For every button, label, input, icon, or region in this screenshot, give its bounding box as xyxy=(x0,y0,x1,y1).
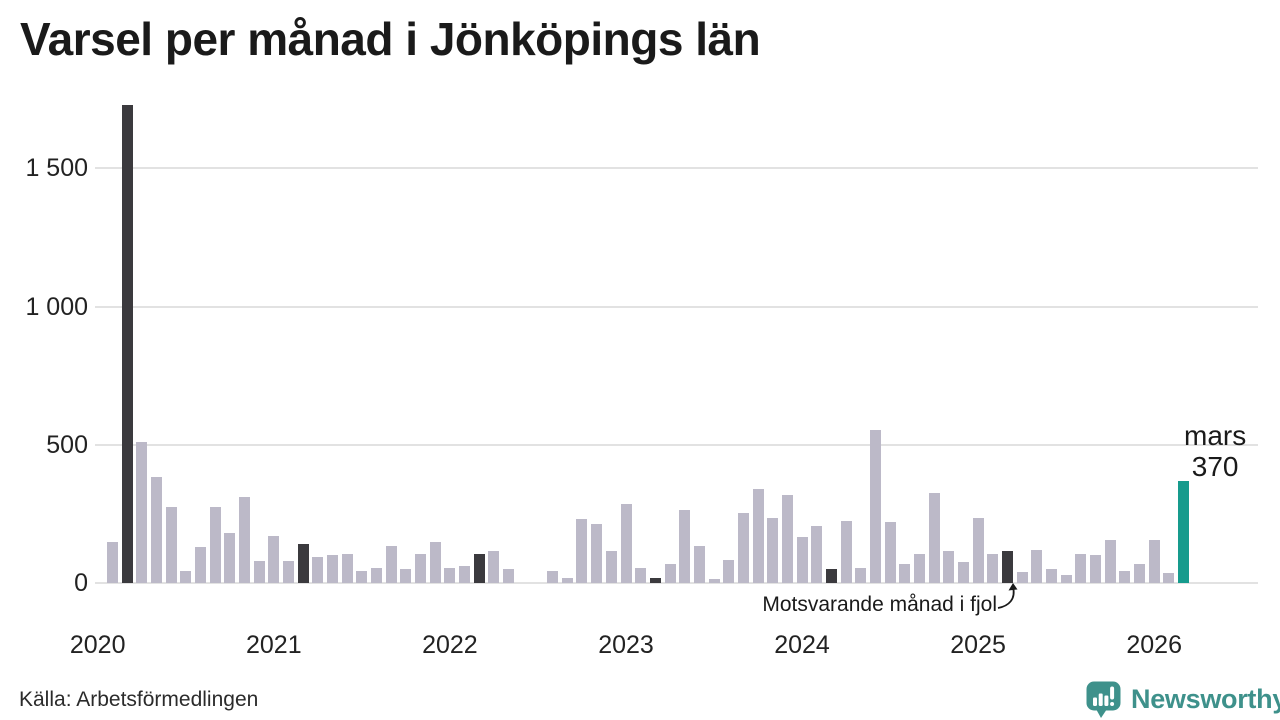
bar xyxy=(1016,571,1028,583)
bar xyxy=(312,556,324,583)
bar xyxy=(341,554,353,583)
gridline xyxy=(95,582,1258,584)
bar xyxy=(928,493,940,583)
x-axis-year-label: 2020 xyxy=(69,631,126,659)
bar xyxy=(737,512,749,583)
x-axis-year-label: 2022 xyxy=(422,631,478,659)
bar xyxy=(136,442,148,583)
bar xyxy=(825,569,837,583)
bar xyxy=(811,526,823,583)
bar xyxy=(943,551,955,583)
highlight-month-label: mars xyxy=(1184,420,1247,451)
bar xyxy=(283,560,294,583)
bar xyxy=(884,522,896,583)
bar xyxy=(1075,554,1087,583)
bar xyxy=(371,567,382,583)
highlight-label: mars 370 xyxy=(1184,420,1246,482)
x-axis-year-label: 2025 xyxy=(950,631,1006,659)
gridline xyxy=(95,305,1258,308)
x-axis-year-label: 2021 xyxy=(245,631,302,659)
x-axis-year-label: 2023 xyxy=(598,631,654,659)
bar xyxy=(635,567,647,583)
bar xyxy=(855,567,867,583)
bar xyxy=(356,570,368,583)
bar xyxy=(620,504,632,583)
source-note: Källa: Arbetsförmedlingen xyxy=(19,688,259,711)
bar xyxy=(429,541,441,583)
bar xyxy=(576,519,588,583)
bar xyxy=(473,554,485,583)
bar xyxy=(547,570,559,583)
bar xyxy=(297,544,309,583)
y-axis-tick-label: 500 xyxy=(46,430,88,459)
bar xyxy=(972,518,984,583)
annotation-arrow-icon xyxy=(997,583,1018,609)
bar xyxy=(899,563,911,583)
bar xyxy=(253,560,265,583)
bar xyxy=(224,533,236,583)
bar xyxy=(327,555,338,583)
annotation-label: Motsvarande månad i fjol xyxy=(762,593,997,616)
bar xyxy=(987,554,999,583)
bar xyxy=(503,569,515,583)
y-axis-tick-label: 1 000 xyxy=(25,292,88,321)
bar xyxy=(459,566,471,583)
bar xyxy=(194,547,206,583)
bar xyxy=(150,476,162,583)
bar xyxy=(664,563,676,583)
bar xyxy=(165,507,177,583)
newsworthy-wordmark: Newsworthy xyxy=(1131,684,1280,714)
bar xyxy=(561,577,573,583)
bar xyxy=(1178,480,1189,583)
highlight-value-label: 370 xyxy=(1191,451,1239,482)
bar xyxy=(444,567,456,583)
bar xyxy=(1104,540,1116,583)
bar xyxy=(767,518,779,583)
bar xyxy=(1031,549,1043,583)
bar xyxy=(679,509,691,583)
bar xyxy=(488,551,500,583)
bar xyxy=(1002,551,1013,583)
newsworthy-logo: Newsworthy xyxy=(1084,679,1280,720)
bar xyxy=(1046,569,1057,583)
page-title: Varsel per månad i Jönköpings län xyxy=(20,13,761,65)
bar xyxy=(591,523,603,583)
bar xyxy=(708,578,720,583)
bar xyxy=(796,537,808,583)
bar xyxy=(840,520,852,583)
gridline xyxy=(95,443,1258,446)
bar xyxy=(1060,574,1072,583)
bar xyxy=(723,559,735,583)
bar xyxy=(752,489,764,583)
bar xyxy=(209,507,221,583)
bar xyxy=(693,545,705,583)
bar xyxy=(1134,563,1145,583)
bar xyxy=(1148,540,1160,583)
bar xyxy=(239,497,250,583)
bar xyxy=(180,570,192,583)
bar xyxy=(415,554,426,583)
bar xyxy=(649,577,661,583)
bar xyxy=(1090,555,1101,583)
bar xyxy=(605,551,617,583)
gridline xyxy=(95,167,1258,170)
bar xyxy=(121,104,133,583)
bar xyxy=(1163,573,1175,583)
bar xyxy=(1119,570,1131,583)
y-axis-tick-label: 0 xyxy=(74,569,88,597)
bar xyxy=(913,554,925,583)
bar xyxy=(385,545,397,583)
bar xyxy=(781,494,793,583)
bar xyxy=(869,429,881,583)
y-axis-tick-label: 1 500 xyxy=(25,154,88,183)
bar xyxy=(268,536,280,583)
bar xyxy=(957,562,969,583)
bar xyxy=(400,569,412,583)
x-axis-year-label: 2024 xyxy=(774,631,830,659)
newsworthy-logo-icon xyxy=(1086,681,1121,718)
x-axis-year-label: 2026 xyxy=(1126,631,1182,659)
bar xyxy=(106,541,118,583)
